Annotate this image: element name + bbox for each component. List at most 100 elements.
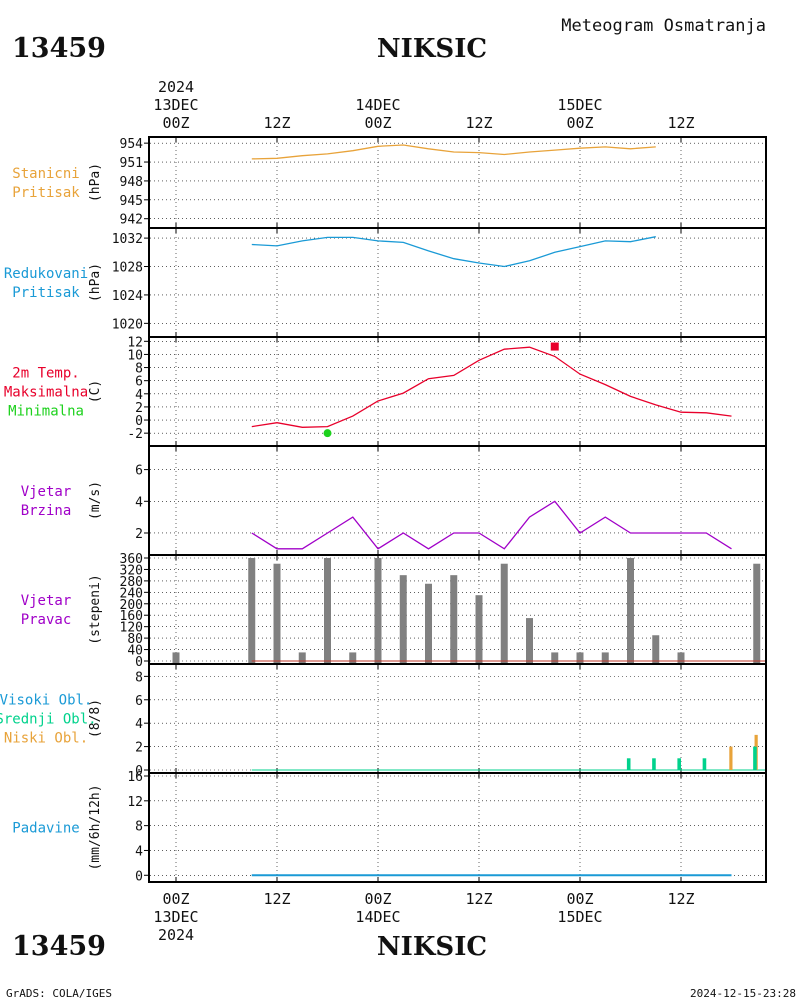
panel-label: 2m Temp. [12,366,79,382]
y-tick-label: 0 [135,869,143,884]
panel-label: Stanicni [12,166,79,182]
station-id-top: 13459 [12,33,106,64]
y-tick-label: 0 [135,764,143,779]
panels: 942945948951954(hPa)StanicniPritisak1020… [0,136,782,884]
panel-label: Redukovani [4,266,88,282]
y-tick-label: 320 [120,563,143,578]
footer-right: 2024-12-15-23:28 [690,987,796,1000]
direction-bar [97,652,104,663]
time-label-top: 00Z [162,114,189,132]
direction-bar [324,558,331,663]
y-tick-label: 4 [135,495,143,510]
mid-cloud-bar [652,758,656,770]
y-tick-label: 1032 [112,232,143,247]
y-tick-label: 6 [135,375,143,390]
series-line [251,236,656,268]
panel-frame [148,663,767,774]
time-axis: 00Z 00Z 12Z 12Z 00Z 00Z 12Z 12Z 00Z 00Z 12Z 12Z 13DE… [153,96,694,926]
date-label-top: 14DEC [355,96,400,114]
y-tick-label: 945 [120,194,143,209]
direction-bar [551,652,559,663]
time-label-top: 00Z [364,114,391,132]
tmin-marker [323,429,332,438]
footer-left: GrADS: COLA/IGES [6,987,112,1000]
y-tick-label: 8 [135,362,143,377]
panel-label: Pritisak [12,185,80,201]
unit-label: (C) [88,380,103,403]
panel-label: Vjetar [21,484,72,500]
panel-label: Minimalna [8,404,84,420]
direction-bar [500,563,508,663]
direction-bar [273,563,281,663]
y-tick-label: 1028 [112,261,143,276]
direction-bar [374,558,382,663]
y-tick-label: 0 [135,414,143,429]
panel-label: Visoki Obl. [0,693,92,709]
direction-bar [652,635,660,663]
y-tick-label: 8 [135,670,143,685]
panel-wind_speed: 2 4 6 (m/s) Vjetar Brzina [21,445,767,556]
y-tick-label: 948 [120,175,143,190]
direction-bar [399,575,407,663]
panel-reduced_pressure: 1020 1024 1028 1032 (hPa)Redukovani Pritisak [4,227,767,338]
y-tick-label: 12 [127,795,143,810]
y-tick-label: 2 [135,741,143,756]
y-tick-label: 4 [135,717,143,732]
direction-bar [526,618,533,663]
unit-label: (stepeni) [88,574,103,644]
mid-cloud-bar [778,747,782,770]
y-tick-label: 0 [135,655,143,670]
y-tick-label: 240 [120,586,143,601]
mid-cloud-bar [626,758,631,770]
direction-bar [298,652,306,663]
panel-label: Vjetar [21,593,72,609]
y-tick-label: 6 [135,694,143,709]
time-label-top: 00Z [566,114,593,132]
y-tick-label: 4 [135,844,143,859]
direction-bar [753,563,761,663]
panel-label: Pravac [21,612,72,628]
y-tick-label: -2 [127,427,143,442]
time-label-bottom: 00Z [162,890,189,908]
series-line [251,144,656,160]
date-label-bottom: 15DEC [557,908,602,926]
low-cloud-bar [729,746,733,770]
direction-bar [425,583,432,663]
time-label-top: 12Z [465,114,492,132]
direction-bar [576,652,584,663]
y-tick-label: 4 [135,388,143,403]
time-label-bottom: 00Z [364,890,391,908]
series-line [251,346,732,428]
date-label-bottom: 14DEC [355,908,400,926]
panel-frame [148,554,767,665]
y-tick-label: 280 [120,575,143,590]
direction-bar [601,652,609,663]
panel-label: Niski Obl. [4,731,88,747]
y-tick-label: 954 [120,137,144,152]
year-top: 2024 [158,78,194,96]
panel-frame [148,227,767,338]
y-tick-label: 160 [120,609,143,624]
y-tick-label: 6 [135,464,143,479]
direction-bar [172,652,180,663]
y-tick-label: 80 [127,632,143,647]
station-id-bottom: 13459 [12,931,106,962]
panel-label: Maksimalna [4,385,88,401]
direction-bar [627,558,634,663]
y-tick-label: 40 [127,644,143,659]
y-tick-label: 1024 [112,289,143,304]
station-name-bottom: NIKSIC [377,932,487,962]
direction-bar [450,575,458,663]
unit-label: (m/s) [88,481,103,520]
date-label-top: 13DEC [153,96,198,114]
panel-label: Padavine [12,821,79,837]
station-name-top: NIKSIC [377,34,487,64]
time-label-top: 12Z [667,114,694,132]
unit-label: (hPa) [88,263,103,302]
date-label-top: 15DEC [557,96,602,114]
panel-station_pressure: 942 945 948 951 954 (hPa) Stanicni Pritisak [12,136,767,229]
series-line [251,500,732,550]
time-label-bottom: 12Z [465,890,492,908]
